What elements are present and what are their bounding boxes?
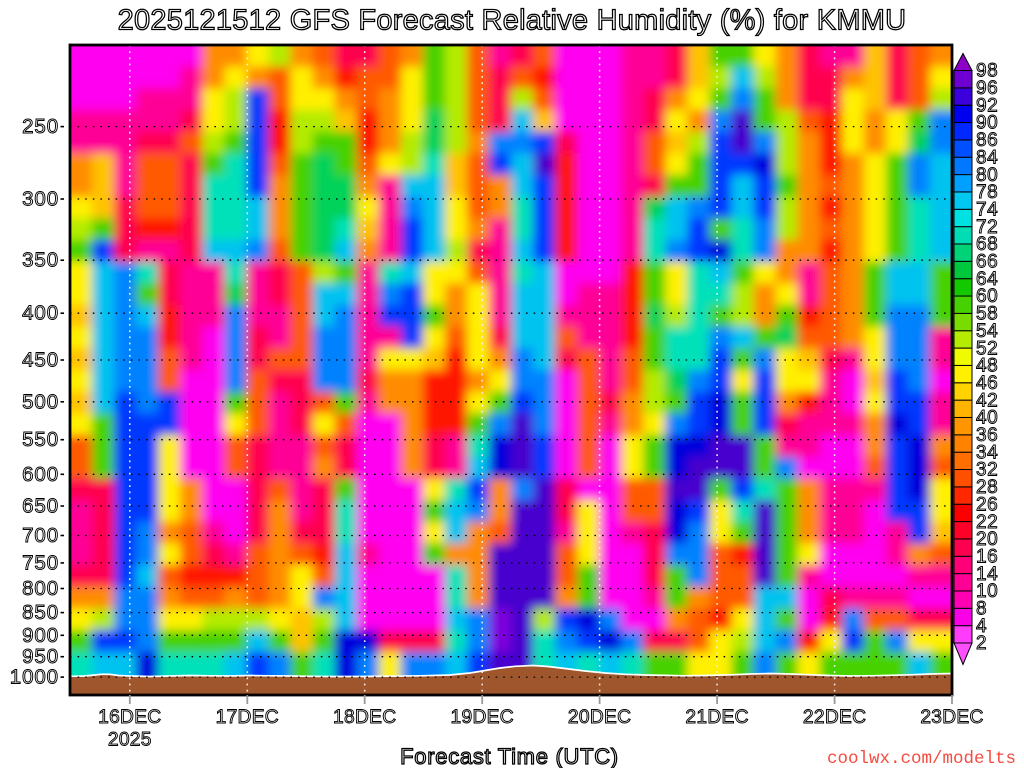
svg-text:84: 84 xyxy=(976,147,998,168)
svg-text:19DEC: 19DEC xyxy=(451,707,514,728)
svg-text:54: 54 xyxy=(976,321,998,342)
svg-text:21DEC: 21DEC xyxy=(685,707,748,728)
svg-text:1000: 1000 xyxy=(10,666,59,689)
svg-text:58: 58 xyxy=(976,304,998,325)
svg-text:34: 34 xyxy=(976,442,998,463)
svg-text:300: 300 xyxy=(22,188,59,211)
svg-text:250: 250 xyxy=(22,115,59,138)
svg-text:Forecast Time (UTC): Forecast Time (UTC) xyxy=(400,744,619,768)
svg-text:550: 550 xyxy=(22,428,59,451)
svg-text:40: 40 xyxy=(976,408,998,429)
svg-text:72: 72 xyxy=(976,217,998,238)
svg-text:2025: 2025 xyxy=(108,730,152,751)
svg-text:600: 600 xyxy=(22,463,59,486)
svg-text:800: 800 xyxy=(22,577,59,600)
svg-text:coolwx.com/modelts: coolwx.com/modelts xyxy=(827,749,1016,768)
svg-text:98: 98 xyxy=(976,61,998,82)
svg-text:950: 950 xyxy=(22,645,59,668)
svg-text:96: 96 xyxy=(976,78,998,99)
svg-text:14: 14 xyxy=(976,564,998,585)
svg-text:10: 10 xyxy=(976,581,998,602)
svg-text:2025121512 GFS Forecast Relati: 2025121512 GFS Forecast Relative Humidit… xyxy=(118,5,907,37)
svg-text:17DEC: 17DEC xyxy=(216,707,279,728)
svg-text:400: 400 xyxy=(22,302,59,325)
svg-text:22DEC: 22DEC xyxy=(803,707,866,728)
svg-text:60: 60 xyxy=(976,286,998,307)
svg-text:80: 80 xyxy=(976,165,998,186)
svg-text:42: 42 xyxy=(976,390,998,411)
svg-text:32: 32 xyxy=(976,460,998,481)
svg-text:48: 48 xyxy=(976,356,998,377)
svg-text:350: 350 xyxy=(22,249,59,272)
svg-text:16DEC: 16DEC xyxy=(98,707,161,728)
svg-text:750: 750 xyxy=(22,551,59,574)
svg-text:78: 78 xyxy=(976,182,998,203)
svg-text:4: 4 xyxy=(976,616,987,637)
svg-text:650: 650 xyxy=(22,495,59,518)
svg-text:26: 26 xyxy=(976,494,998,515)
svg-text:700: 700 xyxy=(22,524,59,547)
svg-text:64: 64 xyxy=(976,269,998,290)
svg-text:18DEC: 18DEC xyxy=(333,707,396,728)
svg-text:450: 450 xyxy=(22,349,59,372)
svg-text:90: 90 xyxy=(976,113,998,134)
svg-text:68: 68 xyxy=(976,234,998,255)
svg-text:52: 52 xyxy=(976,338,998,359)
svg-text:20DEC: 20DEC xyxy=(568,707,631,728)
svg-text:850: 850 xyxy=(22,601,59,624)
svg-text:22: 22 xyxy=(976,512,998,533)
svg-text:86: 86 xyxy=(976,130,998,151)
svg-text:16: 16 xyxy=(976,547,998,568)
svg-text:500: 500 xyxy=(22,390,59,413)
svg-text:23DEC: 23DEC xyxy=(920,707,983,728)
svg-text:66: 66 xyxy=(976,252,998,273)
svg-text:92: 92 xyxy=(976,95,998,116)
svg-text:2: 2 xyxy=(976,633,987,654)
svg-text:46: 46 xyxy=(976,373,998,394)
svg-text:36: 36 xyxy=(976,425,998,446)
svg-text:74: 74 xyxy=(976,200,998,221)
svg-text:28: 28 xyxy=(976,477,998,498)
svg-text:900: 900 xyxy=(22,624,59,647)
svg-text:20: 20 xyxy=(976,529,998,550)
svg-text:8: 8 xyxy=(976,599,987,620)
